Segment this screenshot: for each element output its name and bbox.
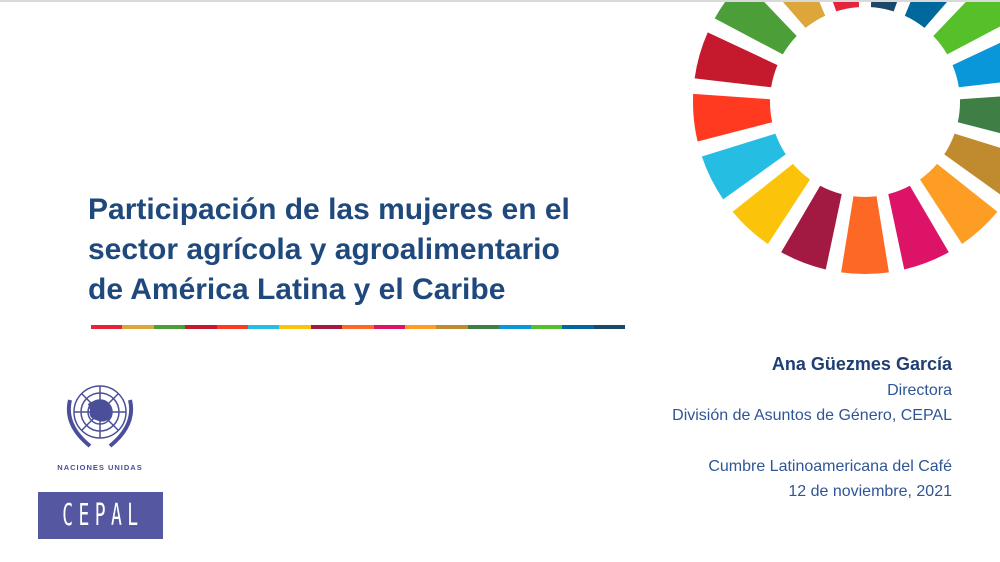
color-bar-segment [342, 325, 374, 329]
color-bar-segment [122, 325, 154, 329]
event-name: Cumbre Latinoamericana del Café [708, 458, 952, 475]
sdg-wheel-segment [701, 133, 786, 200]
sdg-wheel-segment [732, 163, 811, 244]
color-bar-segment [216, 325, 249, 329]
color-bar-segment [153, 325, 186, 329]
title-line: de América Latina y el Caribe [88, 273, 506, 306]
title-line: Participación de las mujeres en el [88, 193, 570, 226]
cepal-logo: CEPAL [38, 492, 163, 539]
sdg-wheel-segment [783, 2, 826, 28]
title-line: sector agrícola y agroalimentario [88, 233, 560, 266]
sdg-wheel-segment [888, 185, 949, 270]
sdg-wheel-segment [694, 32, 778, 88]
sdg-wheel-segment [693, 93, 773, 142]
sdg-wheel-segment [919, 163, 998, 244]
sdg-wheel-segment [933, 2, 1000, 55]
color-bar-segment [467, 325, 500, 329]
sdg-wheel-segment [957, 96, 1000, 134]
sdg-wheel-segment [841, 196, 889, 275]
slide-title: Participación de las mujeres en el secto… [88, 190, 570, 310]
sdg-wheel-segment [781, 185, 842, 270]
presenter-name: Ana Güezmes García [771, 354, 952, 374]
color-bar-segment [310, 325, 343, 329]
presenter-info: Ana Güezmes García Directora División de… [672, 350, 952, 504]
color-bar-segment [499, 325, 531, 329]
un-emblem-logo [67, 385, 133, 448]
color-bar-segment [248, 325, 280, 329]
color-bar-segment [562, 325, 594, 329]
color-bar-segment [593, 325, 625, 329]
presenter-role: Directora [887, 382, 952, 399]
color-bar-segment [405, 325, 437, 329]
color-bar-segment [436, 325, 468, 329]
sdg-wheel-segment [952, 42, 1000, 88]
color-bar-segment [373, 325, 406, 329]
cepal-logo-text: CEPAL [62, 498, 144, 533]
sdg-wheel-segment [944, 133, 1000, 195]
event-date: 12 de noviembre, 2021 [788, 483, 952, 500]
sdg-wheel-segment [870, 2, 898, 12]
sdg-wheel-segment [714, 2, 797, 55]
un-logo-text: Naciones Unidas [57, 463, 143, 472]
color-bar-segment [185, 325, 217, 329]
color-bar-segment [91, 325, 123, 329]
sdg-color-bar [91, 325, 625, 329]
presenter-division: División de Asuntos de Género, CEPAL [672, 407, 952, 424]
color-bar-segment [530, 325, 563, 329]
color-bar-segment [279, 325, 311, 329]
sdg-wheel-segment [904, 2, 947, 28]
sdg-wheel-segment [832, 2, 860, 12]
